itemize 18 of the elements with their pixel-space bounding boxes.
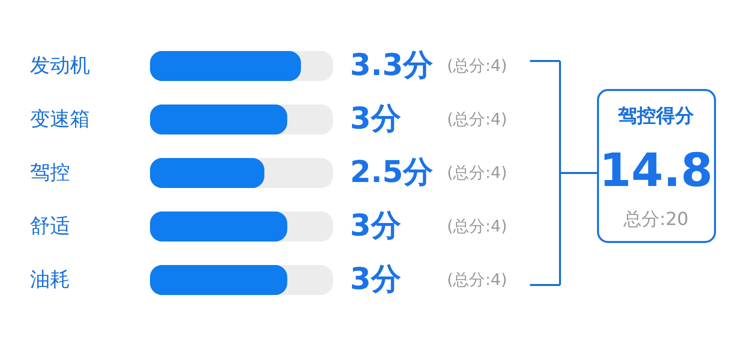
y-tick-label: 舒适 bbox=[30, 214, 70, 238]
data-label: 3分 bbox=[350, 102, 401, 136]
y-tick-label: 驾控 bbox=[30, 160, 70, 184]
text: (总分:4) bbox=[447, 56, 508, 75]
data-label: 3.3分 bbox=[350, 48, 434, 83]
y-tick-label: 油耗 bbox=[30, 267, 70, 291]
text: (总分:4) bbox=[447, 216, 508, 236]
text: 14.8 bbox=[599, 143, 713, 197]
y-tick-label: 发动机 bbox=[30, 53, 90, 77]
text: (总分:4) bbox=[447, 270, 508, 289]
data-label: 3分 bbox=[350, 208, 401, 244]
text: 驾控得分 bbox=[617, 105, 695, 127]
text: 总分:20 bbox=[622, 209, 688, 230]
text: (总分:4) bbox=[447, 110, 508, 128]
y-tick-label: 变速箱 bbox=[30, 106, 90, 130]
data-label: 3分 bbox=[350, 262, 401, 297]
data-label: 2.5分 bbox=[350, 155, 434, 190]
text: (总分:4) bbox=[447, 163, 508, 182]
